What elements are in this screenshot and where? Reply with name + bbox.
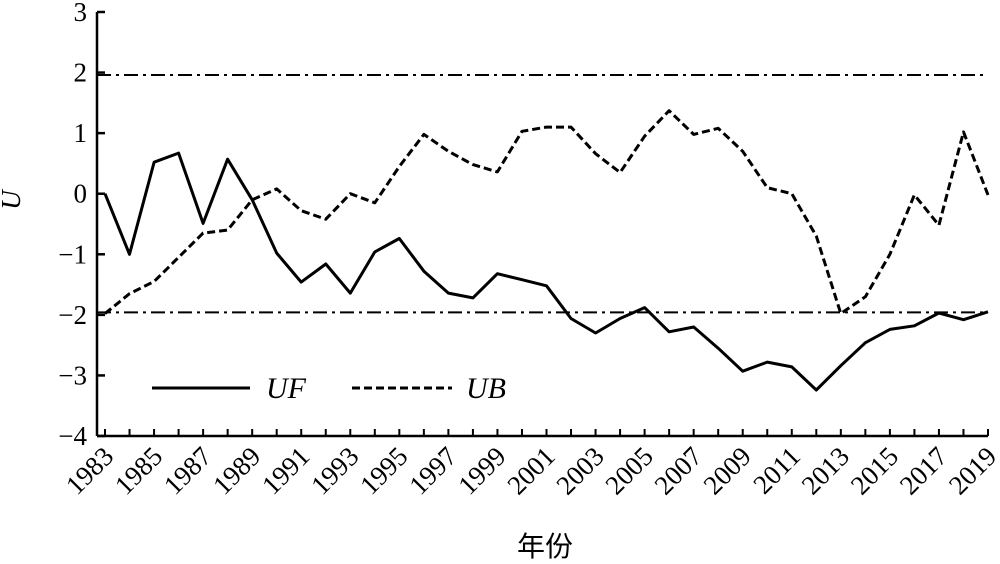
x-tick-label: 2009 <box>698 441 757 500</box>
x-tick-label: 1993 <box>305 441 364 500</box>
y-ticks: 3 2 1 0 −1 −2 −3 −4 <box>58 0 105 451</box>
series <box>103 109 990 392</box>
x-tick-label: 1999 <box>452 441 511 500</box>
x-tick-label: 2005 <box>599 441 658 500</box>
x-tick-label: 2003 <box>550 441 609 500</box>
reference-lines <box>97 73 988 314</box>
y-tick-label: 1 <box>74 118 88 148</box>
series-line-ub <box>104 109 990 316</box>
x-tick-label: 2013 <box>796 441 855 500</box>
x-tick-label: 2011 <box>747 441 806 500</box>
x-axis-label: 年份 <box>517 530 573 563</box>
x-tick-label: 1997 <box>403 441 462 500</box>
y-axis-label: U <box>0 189 26 210</box>
x-tick-label: 1991 <box>256 441 315 500</box>
x-tick-label: 1995 <box>354 441 413 500</box>
x-tick-label: 2001 <box>501 441 560 500</box>
legend-label-ub: UB <box>466 372 506 405</box>
y-tick-label: 3 <box>74 0 88 27</box>
x-tick-label: 1989 <box>207 441 266 500</box>
x-tick-label: 2017 <box>894 441 953 500</box>
series-line-uf <box>103 151 989 392</box>
x-tick-label: 1987 <box>158 441 217 500</box>
y-tick-label: −4 <box>58 421 87 451</box>
x-tick-label: 2019 <box>943 441 1000 500</box>
y-tick-label: −1 <box>58 239 87 269</box>
y-tick-label: −3 <box>58 360 87 390</box>
x-tick-label: 1985 <box>109 441 168 500</box>
x-tick-label: 2015 <box>845 441 904 500</box>
y-tick-label: 0 <box>74 179 88 209</box>
x-tick-label: 2007 <box>649 441 708 500</box>
x-ticks: 1983198519871989199119931995199719992001… <box>60 429 1000 500</box>
legend: UF UB <box>152 372 506 405</box>
legend-label-uf: UF <box>266 372 307 405</box>
y-tick-label: −2 <box>58 300 87 330</box>
axes <box>95 12 988 438</box>
y-tick-label: 2 <box>74 58 88 88</box>
